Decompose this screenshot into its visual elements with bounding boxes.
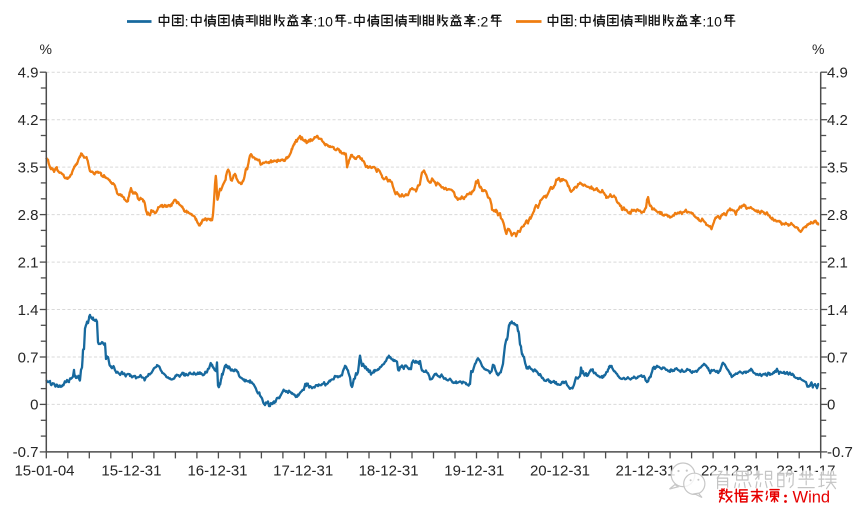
svg-text:4.2: 4.2 (18, 112, 39, 129)
svg-text:17-12-31: 17-12-31 (273, 463, 333, 480)
svg-text:%: % (40, 41, 52, 57)
svg-text:16-12-31: 16-12-31 (187, 463, 247, 480)
svg-text:4.9: 4.9 (18, 65, 39, 82)
svg-text:18-12-31: 18-12-31 (359, 463, 419, 480)
svg-text:4.2: 4.2 (827, 112, 848, 129)
svg-text:0.7: 0.7 (827, 349, 848, 366)
svg-text:-: - (347, 13, 352, 29)
svg-text:3.5: 3.5 (18, 159, 39, 176)
svg-text:2.8: 2.8 (18, 207, 39, 224)
svg-text:-0.7: -0.7 (13, 444, 39, 461)
svg-text:22-12-31: 22-12-31 (701, 463, 761, 480)
svg-text:1.4: 1.4 (827, 302, 848, 319)
svg-text:3.5: 3.5 (827, 159, 848, 176)
svg-text:2.1: 2.1 (18, 254, 39, 271)
svg-text:4.9: 4.9 (827, 65, 848, 82)
svg-text:%: % (812, 41, 824, 57)
svg-text:-0.7: -0.7 (827, 444, 853, 461)
svg-text:Wind: Wind (793, 489, 831, 507)
svg-text::: : (574, 13, 578, 29)
svg-text:2.8: 2.8 (827, 207, 848, 224)
svg-text:0.7: 0.7 (18, 349, 39, 366)
svg-text:0: 0 (827, 397, 835, 414)
svg-text::2: :2 (477, 13, 489, 29)
svg-text:21-12-31: 21-12-31 (615, 463, 675, 480)
svg-text:19-12-31: 19-12-31 (444, 463, 504, 480)
svg-text::: : (185, 13, 189, 29)
svg-text::10: :10 (702, 13, 722, 29)
svg-text:1.4: 1.4 (18, 302, 39, 319)
svg-text:15-01-04: 15-01-04 (14, 463, 74, 480)
svg-text:15-12-31: 15-12-31 (101, 463, 161, 480)
svg-text:20-12-31: 20-12-31 (530, 463, 590, 480)
svg-text:2.1: 2.1 (827, 254, 848, 271)
svg-text:0: 0 (30, 397, 38, 414)
svg-text::10: :10 (313, 13, 333, 29)
